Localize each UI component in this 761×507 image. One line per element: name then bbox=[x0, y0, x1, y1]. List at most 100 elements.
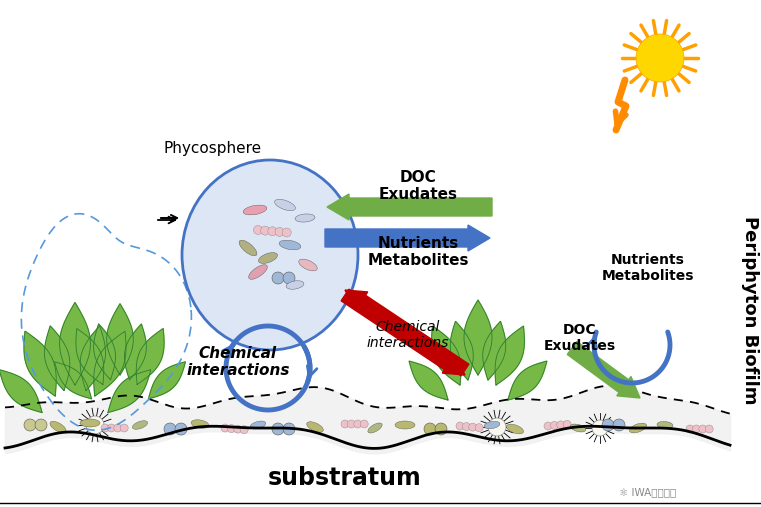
Ellipse shape bbox=[286, 281, 304, 289]
Ellipse shape bbox=[244, 205, 267, 215]
Polygon shape bbox=[108, 370, 151, 413]
Circle shape bbox=[234, 425, 242, 433]
Text: Nutrients
Metabolites: Nutrients Metabolites bbox=[602, 253, 694, 283]
Circle shape bbox=[35, 419, 47, 431]
Circle shape bbox=[120, 424, 128, 432]
Circle shape bbox=[228, 424, 235, 432]
Circle shape bbox=[275, 227, 284, 236]
Polygon shape bbox=[94, 331, 126, 396]
Circle shape bbox=[424, 423, 436, 435]
Ellipse shape bbox=[657, 421, 673, 428]
Circle shape bbox=[693, 425, 700, 433]
Circle shape bbox=[602, 419, 614, 431]
Circle shape bbox=[268, 227, 277, 236]
Polygon shape bbox=[80, 326, 106, 390]
Circle shape bbox=[613, 419, 625, 431]
Polygon shape bbox=[409, 361, 448, 400]
Polygon shape bbox=[451, 321, 473, 380]
Ellipse shape bbox=[299, 259, 317, 271]
Circle shape bbox=[463, 422, 470, 430]
Circle shape bbox=[705, 425, 713, 433]
Circle shape bbox=[240, 426, 248, 433]
Polygon shape bbox=[464, 300, 492, 375]
Circle shape bbox=[435, 423, 447, 435]
Polygon shape bbox=[0, 370, 42, 413]
FancyArrow shape bbox=[345, 290, 469, 376]
Ellipse shape bbox=[259, 252, 278, 264]
Circle shape bbox=[636, 34, 684, 82]
Circle shape bbox=[283, 423, 295, 435]
Text: Phycosphere: Phycosphere bbox=[164, 140, 262, 156]
Ellipse shape bbox=[395, 421, 415, 429]
Circle shape bbox=[272, 272, 284, 284]
Circle shape bbox=[475, 424, 483, 431]
Circle shape bbox=[221, 424, 229, 432]
Ellipse shape bbox=[50, 421, 66, 432]
Circle shape bbox=[114, 424, 122, 432]
Text: Chemical
interactions: Chemical interactions bbox=[367, 320, 449, 350]
Circle shape bbox=[456, 422, 464, 430]
Ellipse shape bbox=[484, 421, 500, 429]
Circle shape bbox=[550, 421, 559, 429]
FancyArrow shape bbox=[327, 194, 492, 220]
Ellipse shape bbox=[191, 420, 209, 428]
Text: DOC
Exudates: DOC Exudates bbox=[378, 170, 457, 202]
Polygon shape bbox=[107, 304, 133, 375]
Polygon shape bbox=[76, 329, 103, 384]
Ellipse shape bbox=[279, 240, 301, 250]
Circle shape bbox=[469, 423, 476, 431]
Ellipse shape bbox=[250, 421, 266, 429]
Text: Chemical
interactions: Chemical interactions bbox=[186, 346, 290, 378]
Circle shape bbox=[164, 423, 176, 435]
Ellipse shape bbox=[295, 214, 315, 222]
Circle shape bbox=[272, 423, 284, 435]
Ellipse shape bbox=[368, 423, 382, 433]
Ellipse shape bbox=[506, 424, 524, 434]
Polygon shape bbox=[136, 329, 164, 384]
FancyArrow shape bbox=[567, 342, 640, 398]
Text: ⚛ IWA国际水协: ⚛ IWA国际水协 bbox=[619, 487, 677, 497]
Circle shape bbox=[282, 228, 291, 237]
Ellipse shape bbox=[239, 240, 257, 256]
Circle shape bbox=[24, 419, 36, 431]
Polygon shape bbox=[94, 324, 116, 380]
Circle shape bbox=[360, 420, 368, 428]
Circle shape bbox=[175, 423, 187, 435]
Circle shape bbox=[563, 420, 571, 428]
Ellipse shape bbox=[249, 265, 267, 279]
Polygon shape bbox=[55, 362, 91, 399]
Polygon shape bbox=[495, 326, 524, 385]
Circle shape bbox=[86, 416, 104, 434]
Text: Nutrients
Metabolites: Nutrients Metabolites bbox=[368, 236, 469, 268]
Circle shape bbox=[488, 418, 506, 436]
Circle shape bbox=[699, 425, 707, 433]
Polygon shape bbox=[431, 326, 461, 385]
Circle shape bbox=[261, 226, 269, 235]
Circle shape bbox=[354, 420, 361, 428]
Circle shape bbox=[557, 421, 565, 429]
Circle shape bbox=[348, 420, 355, 428]
Ellipse shape bbox=[275, 199, 295, 211]
Circle shape bbox=[686, 425, 694, 433]
Ellipse shape bbox=[80, 419, 100, 427]
Circle shape bbox=[107, 424, 116, 432]
Circle shape bbox=[544, 422, 552, 430]
Polygon shape bbox=[44, 326, 70, 390]
Ellipse shape bbox=[132, 421, 148, 429]
Polygon shape bbox=[148, 362, 186, 399]
Polygon shape bbox=[482, 321, 506, 380]
Ellipse shape bbox=[629, 423, 647, 433]
Text: DOC
Exudates: DOC Exudates bbox=[544, 323, 616, 353]
Circle shape bbox=[341, 420, 349, 428]
Circle shape bbox=[101, 424, 109, 432]
Ellipse shape bbox=[570, 424, 586, 432]
Circle shape bbox=[253, 226, 263, 235]
Text: Periphyton Biofilm: Periphyton Biofilm bbox=[741, 216, 759, 404]
Polygon shape bbox=[508, 361, 547, 400]
Polygon shape bbox=[125, 324, 146, 380]
Circle shape bbox=[592, 420, 608, 436]
Ellipse shape bbox=[307, 422, 323, 432]
Polygon shape bbox=[59, 303, 91, 385]
FancyArrow shape bbox=[325, 225, 490, 251]
Circle shape bbox=[283, 272, 295, 284]
